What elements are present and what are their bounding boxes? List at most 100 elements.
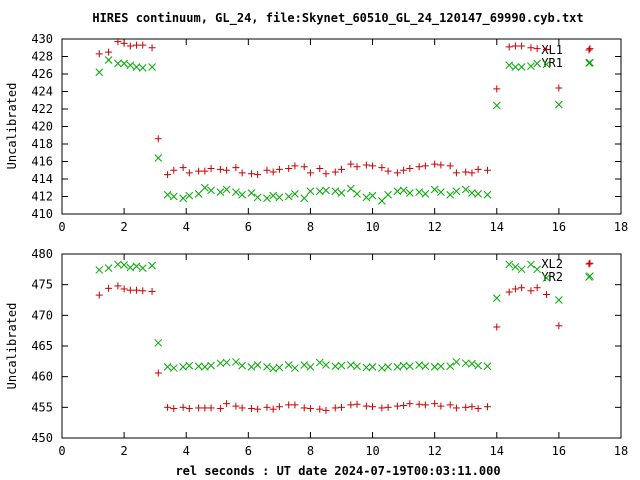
data-point-yr1 [511, 63, 520, 71]
data-point-xl2 [164, 403, 172, 411]
data-point-yr2 [207, 361, 215, 370]
data-point-yr1 [505, 61, 514, 70]
data-point-xl1 [511, 42, 519, 50]
bottom-legend: XL2 YR2 [541, 257, 593, 284]
data-point-xl1 [300, 163, 308, 171]
data-point-xl2 [179, 403, 187, 411]
top-y-tick-label: 426 [31, 67, 53, 81]
data-point-yr2 [154, 339, 163, 347]
data-point-yr2 [337, 361, 346, 370]
data-point-xl1 [493, 85, 501, 93]
data-point-yr2 [238, 361, 246, 370]
bottom-panel: 0 2 4 6 8 10 12 14 16 18 450 455 460 465 470 475 480 Unc… [5, 247, 628, 458]
data-point-yr2 [483, 362, 492, 371]
data-point-xl1 [238, 169, 246, 177]
data-point-yr2 [421, 362, 430, 371]
data-point-yr2 [275, 363, 284, 372]
bottom-x-tick-label: 0 [58, 444, 65, 458]
data-point-yr1 [415, 188, 423, 196]
data-point-yr2 [527, 260, 535, 269]
data-point-yr2 [104, 264, 113, 272]
data-point-yr1 [238, 190, 246, 199]
data-point-yr2 [253, 361, 262, 369]
data-point-yr1 [430, 185, 439, 194]
data-point-yr2 [415, 361, 423, 369]
data-point-yr2 [179, 362, 187, 371]
data-point-xl1 [468, 169, 476, 177]
data-point-xl1 [362, 161, 370, 169]
data-point-xl2 [269, 405, 277, 413]
data-point-yr1 [322, 186, 330, 195]
data-point-xl2 [338, 403, 345, 411]
bottom-x-tick-label: 18 [614, 444, 628, 458]
data-point-xl1 [431, 160, 439, 168]
bottom-series-marks [95, 259, 594, 414]
data-point-xl1 [446, 162, 454, 170]
legend-marker-xl1 [585, 46, 593, 54]
bottom-x-tick-label: 16 [552, 444, 566, 458]
bottom-y-tick-label: 475 [31, 278, 53, 292]
data-point-yr2 [163, 362, 172, 371]
data-point-yr2 [126, 263, 135, 272]
data-point-yr2 [533, 265, 542, 274]
data-point-xl2 [285, 401, 293, 409]
data-point-xl2 [406, 400, 414, 408]
top-panel: 0 2 4 6 8 10 12 14 16 18 410 412 414 416 418 420 422 424 4… [5, 32, 628, 234]
data-point-xl1 [201, 167, 209, 175]
data-point-xl1 [378, 164, 386, 172]
data-point-xl2 [105, 284, 113, 292]
legend-label-xl2: XL2 [541, 257, 563, 271]
data-point-xl2 [195, 404, 203, 412]
data-point-yr2 [384, 362, 392, 371]
data-point-yr2 [505, 260, 514, 269]
data-point-xl2 [347, 401, 355, 409]
data-point-yr1 [384, 190, 392, 199]
data-point-yr1 [452, 187, 461, 196]
data-point-xl1 [285, 165, 293, 172]
data-point-yr1 [461, 185, 470, 194]
data-point-xl2 [542, 290, 550, 298]
data-point-yr2 [148, 261, 156, 270]
top-x-tick-label: 10 [365, 220, 379, 234]
bottom-axis-ticks: 0 2 4 6 8 10 12 14 16 18 450 455 460 465 470 475 480 [31, 247, 628, 458]
data-point-yr1 [306, 187, 315, 196]
top-x-tick-label: 0 [58, 220, 65, 234]
data-point-xl1 [415, 163, 423, 171]
data-point-yr1 [104, 56, 113, 64]
data-point-yr2 [138, 264, 147, 272]
data-point-xl1 [406, 165, 414, 172]
data-point-yr2 [120, 261, 128, 269]
data-point-yr2 [362, 363, 371, 372]
data-point-xl1 [95, 50, 103, 58]
data-point-yr1 [201, 183, 209, 192]
data-point-xl1 [474, 165, 482, 173]
data-point-yr1 [132, 63, 141, 71]
bottom-x-tick-label: 10 [365, 444, 379, 458]
data-point-xl2 [483, 403, 491, 411]
data-point-xl1 [483, 166, 491, 174]
data-point-xl1 [306, 169, 314, 177]
data-point-yr1 [555, 100, 563, 109]
data-point-yr1 [263, 194, 271, 203]
bottom-y-tick-label: 460 [31, 370, 53, 384]
data-point-xl1 [133, 41, 141, 49]
data-point-yr1 [194, 190, 203, 198]
data-point-xl1 [105, 48, 113, 56]
data-point-yr1 [247, 189, 256, 197]
data-point-xl1 [586, 45, 594, 53]
data-point-xl1 [353, 163, 361, 171]
data-point-xl2 [148, 287, 156, 295]
data-point-xl1 [505, 43, 513, 51]
data-point-yr1 [222, 185, 231, 194]
bottom-y-tick-label: 480 [31, 247, 53, 261]
data-point-xl1 [269, 168, 277, 176]
data-point-xl2 [369, 403, 377, 411]
data-point-xl2 [120, 285, 128, 293]
bottom-x-tick-label: 12 [427, 444, 441, 458]
data-point-xl2 [170, 405, 178, 413]
bottom-y-tick-label: 465 [31, 339, 53, 353]
data-point-xl1 [527, 44, 535, 52]
top-y-tick-label: 430 [31, 32, 53, 46]
data-point-xl2 [384, 403, 392, 411]
top-series-marks [95, 38, 594, 205]
